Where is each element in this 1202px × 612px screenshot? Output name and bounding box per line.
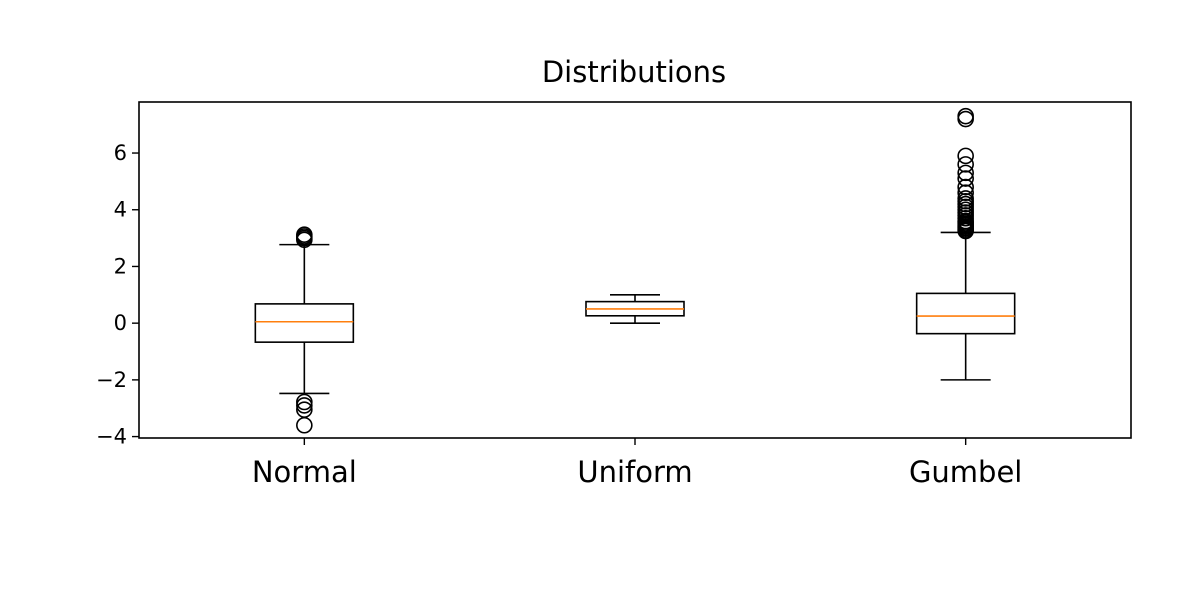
iqr-box [915, 292, 1016, 335]
outlier-point [296, 416, 313, 434]
y-tick-label: 2 [114, 254, 127, 278]
outlier-point [957, 164, 974, 182]
outlier-point [957, 147, 974, 165]
y-tick-label: −2 [96, 368, 127, 392]
x-tick-label: Uniform [577, 455, 692, 489]
x-tick-label: Normal [252, 455, 357, 489]
box-uniform: Uniform [577, 294, 693, 489]
outlier-point [957, 178, 974, 196]
outlier-point [957, 170, 974, 187]
outlier-point [957, 107, 974, 125]
outlier-point [296, 231, 313, 249]
outlier-point [296, 397, 313, 414]
x-tick-label: Gumbel [909, 455, 1022, 489]
outlier-point [957, 222, 974, 240]
plot-area: −4 −2 0 2 4 6 Normal Uniform Gumbel [96, 101, 1132, 489]
outlier-point [957, 184, 974, 202]
y-tick-label: −4 [96, 425, 127, 449]
chart-title: Distributions [542, 55, 726, 89]
box-gumbel: Gumbel [909, 107, 1022, 489]
y-tick-label: 4 [114, 198, 127, 222]
y-tick-label: 6 [114, 141, 127, 165]
iqr-box [254, 303, 355, 343]
box-normal: Normal [252, 226, 357, 489]
outlier-point [957, 156, 974, 173]
y-tick-label: 0 [114, 311, 127, 335]
